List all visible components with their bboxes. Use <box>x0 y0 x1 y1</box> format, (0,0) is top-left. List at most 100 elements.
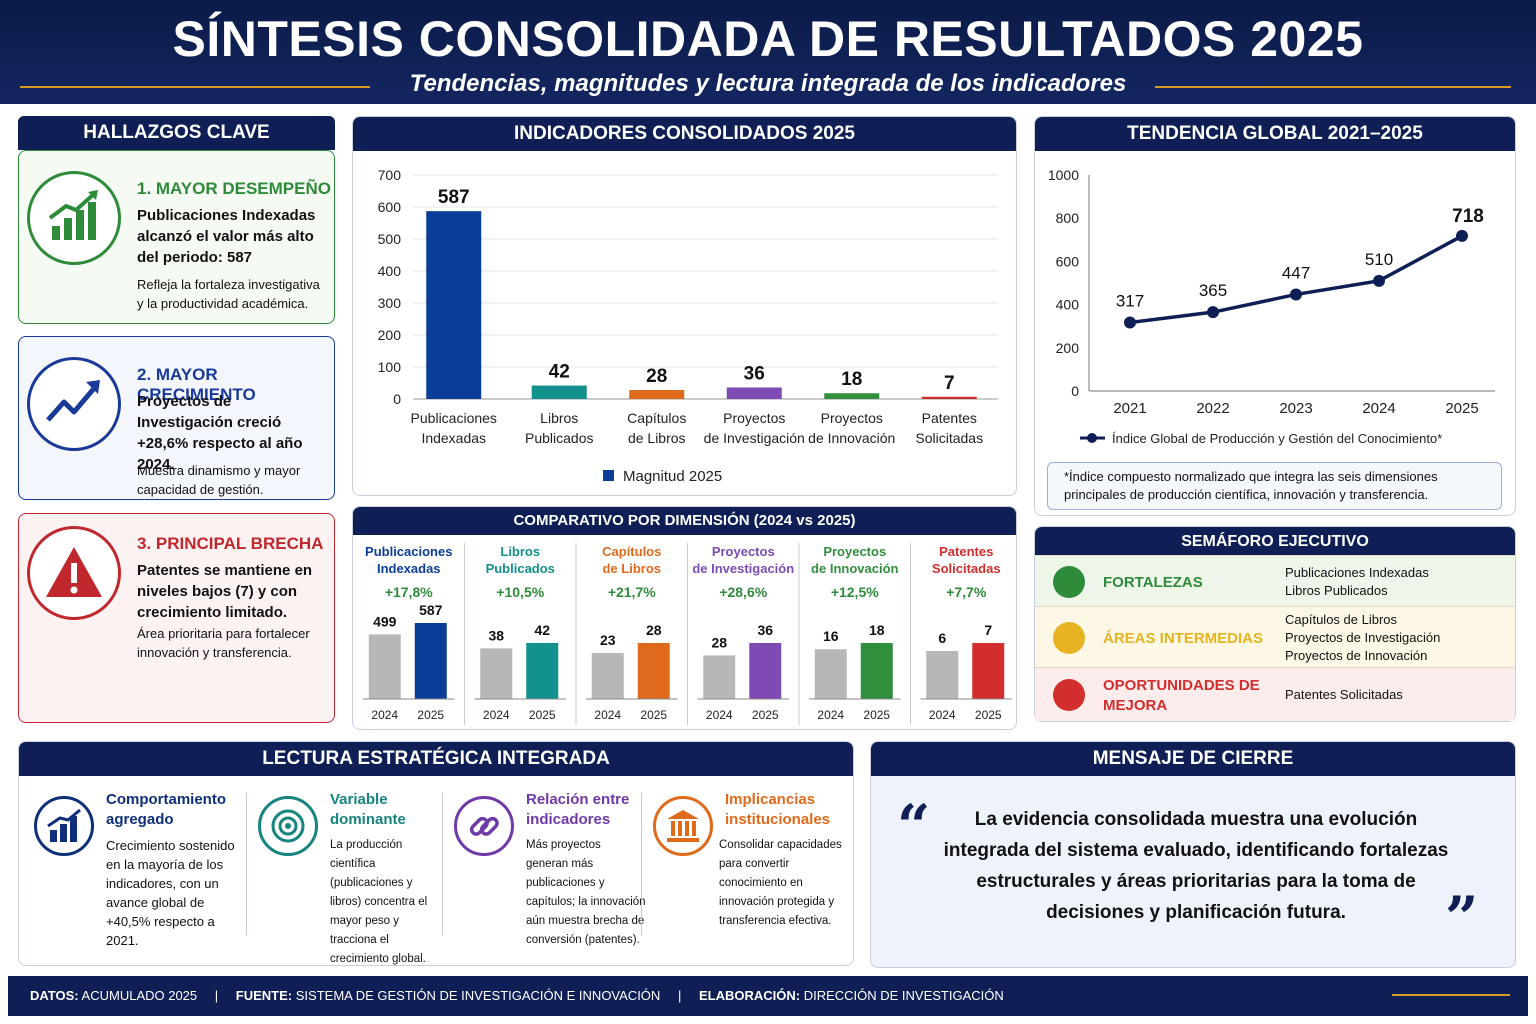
target-icon-glyph <box>271 809 305 843</box>
category-label: Publicados <box>525 430 594 446</box>
trend-point <box>1456 229 1468 242</box>
warning-bar <box>71 563 77 583</box>
trend-arrow-icon-glyph <box>46 380 100 422</box>
legend-label: Magnitud 2025 <box>623 468 722 485</box>
dimension-name: Proyectos <box>823 544 886 559</box>
bar-chart-icon-glyph <box>47 808 81 842</box>
status-dot <box>1053 565 1085 598</box>
lectura-col-title: Variable dominante <box>330 791 406 828</box>
trend-point <box>1207 306 1219 319</box>
hallazgo-detail: Área prioritaria para fortalecer innovac… <box>137 626 310 660</box>
bar-2024 <box>814 649 847 699</box>
year-label-2024: 2024 <box>594 708 621 722</box>
growth-pct: +7,7% <box>946 584 987 600</box>
dimension-name: de Innovación <box>811 561 898 576</box>
column-divider <box>246 793 247 935</box>
tendencia-note: *Índice compuesto normalizado que integr… <box>1047 462 1502 510</box>
institution-icon <box>653 796 713 856</box>
category-label: Proyectos <box>821 410 883 426</box>
hallazgo-main: Publicaciones Indexadas alcanzó el valor… <box>137 207 316 266</box>
category-label: Capítulos <box>627 410 686 426</box>
trend-point <box>1124 316 1136 329</box>
footer-gold-rule <box>1392 994 1510 996</box>
footer-separator: | <box>677 988 682 1003</box>
institution-icon-glyph <box>667 810 699 842</box>
semaforo-label: OPORTUNIDADES DE MEJORA <box>1103 677 1260 714</box>
icon-line <box>47 808 81 828</box>
dimension-name: Solicitadas <box>932 561 1001 576</box>
comparativo-panel: COMPARATIVO POR DIMENSIÓN (2024 vs 2025)… <box>352 506 1017 730</box>
roof <box>667 810 699 819</box>
semaforo-item: Patentes Solicitadas <box>1285 687 1403 702</box>
dimension-name: de Investigación <box>692 561 794 576</box>
y-tick-label: 0 <box>393 391 401 407</box>
trend-arrow-line <box>46 384 98 422</box>
bar <box>531 385 587 399</box>
link-icon <box>454 796 514 856</box>
growth-pct: +28,6% <box>719 584 767 600</box>
y-tick-label: 600 <box>378 199 402 215</box>
open-quote-icon: “ <box>897 792 931 860</box>
indicadores-title: INDICADORES CONSOLIDADOS 2025 <box>353 117 1016 151</box>
value-2024: 28 <box>711 634 727 650</box>
bar <box>726 387 782 399</box>
hallazgo-detail: Muestra dinamismo y mayor capacidad de g… <box>137 463 301 497</box>
data-label: 447 <box>1282 263 1310 282</box>
lectura-col-title: Implicancias institucionales <box>725 791 831 828</box>
target-icon <box>258 796 318 856</box>
y-tick-label: 200 <box>1056 340 1080 356</box>
value-2024: 499 <box>373 613 397 629</box>
page-title: SÍNTESIS CONSOLIDADA DE RESULTADOS 2025 <box>172 11 1364 67</box>
trend-arrow-icon <box>27 357 121 451</box>
value-2024: 23 <box>600 632 616 648</box>
data-label: 365 <box>1199 281 1227 300</box>
footer-bar: DATOS: ACUMULADO 2025 | FUENTE: SISTEMA … <box>8 976 1528 1016</box>
hallazgo-main: Patentes se mantiene en niveles bajos (7… <box>137 562 313 621</box>
value-2025: 18 <box>869 622 885 638</box>
tendencia-title: TENDENCIA GLOBAL 2021–2025 <box>1035 117 1515 151</box>
tendencia-panel: TENDENCIA GLOBAL 2021–2025 0 200 400 600 800… <box>1034 116 1516 516</box>
growth-pct: +12,5% <box>831 584 879 600</box>
growth-pct: +21,7% <box>608 584 656 600</box>
bar <box>921 396 977 399</box>
close-quote-icon: ” <box>1445 884 1479 952</box>
status-dot <box>1053 621 1085 654</box>
semaforo-items: Publicaciones Indexadas Libros Publicados <box>1285 564 1505 600</box>
x-tick-label: 2025 <box>1445 400 1478 417</box>
trend-point <box>1290 288 1302 301</box>
column-divider <box>442 793 443 935</box>
growth-bar <box>88 202 96 240</box>
dimension-name: Publicados <box>486 561 555 576</box>
gold-rule-left <box>20 86 370 88</box>
y-tick-label: 1000 <box>1048 167 1079 183</box>
hallazgo-heading: 3. PRINCIPAL BRECHA <box>137 534 324 553</box>
lectura-col-text: Crecimiento sostenido en la mayoría de l… <box>106 838 235 948</box>
semaforo-label: ÁREAS INTERMEDIAS <box>1103 629 1264 647</box>
hallazgo-card: 3. PRINCIPAL BRECHA Patentes se mantiene … <box>18 513 335 723</box>
category-label: de Investigación <box>704 430 805 446</box>
growth-bar <box>52 226 60 240</box>
semaforo-label: FORTALEZAS <box>1103 573 1203 591</box>
target-ring <box>278 816 298 836</box>
value-2024: 16 <box>823 628 839 644</box>
growth-bar <box>76 210 84 240</box>
indicadores-bar-chart: 0 100 200 300 400 500 600 700 587 Publicaciones In… <box>378 167 998 485</box>
data-label: 36 <box>744 363 765 384</box>
y-tick-label: 500 <box>378 231 402 247</box>
y-tick-label: 600 <box>1056 253 1080 269</box>
growth-chart-icon-glyph <box>48 190 98 240</box>
bar <box>426 211 482 399</box>
semaforo-items: Capítulos de Libros Proyectos de Investig… <box>1285 611 1505 665</box>
category-label: Publicaciones <box>411 410 497 426</box>
lectura-panel: LECTURA ESTRATÉGICA INTEGRADA <box>18 741 854 966</box>
lectura-col-text: Más proyectos generan más publicaciones … <box>526 839 646 946</box>
semaforo-item: Proyectos de Innovación <box>1285 647 1428 663</box>
warning-icon-glyph <box>46 547 102 597</box>
data-label: 7 <box>944 373 955 394</box>
gold-rule-right <box>1155 86 1511 88</box>
dimension-name: Indexadas <box>377 561 441 576</box>
semaforo-row-2: ÁREAS INTERMEDIAS Capítulos de Libros Proy… <box>1035 606 1515 667</box>
trend-point <box>1373 274 1385 287</box>
y-tick-label: 400 <box>378 263 402 279</box>
category-label: Proyectos <box>723 410 785 426</box>
